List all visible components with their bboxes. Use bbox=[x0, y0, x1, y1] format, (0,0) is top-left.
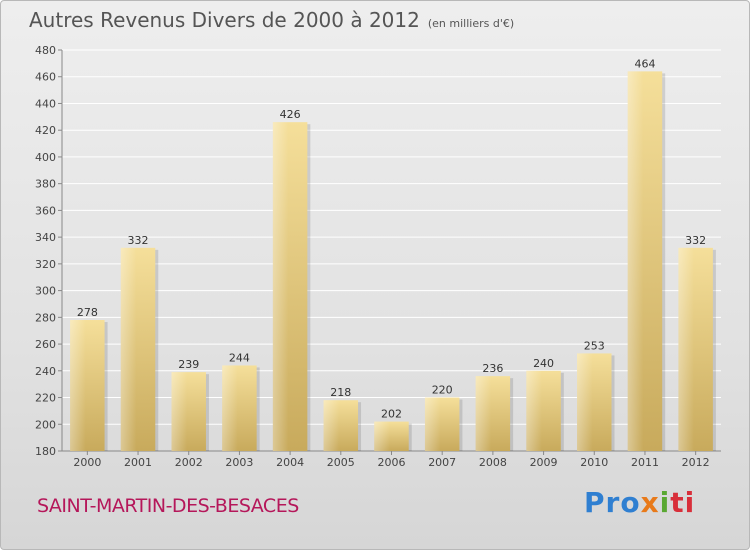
y-tick-label: 440 bbox=[35, 97, 56, 110]
chart-unit: (en milliers d'€) bbox=[427, 17, 515, 30]
data-label: 253 bbox=[584, 339, 605, 352]
y-tick-label: 420 bbox=[35, 124, 56, 137]
x-tick-label: 2005 bbox=[327, 456, 355, 469]
chart-title-text: Autres Revenus Divers de 2000 à 2012 bbox=[29, 8, 420, 32]
y-tick-label: 460 bbox=[35, 71, 56, 84]
bar-highlight bbox=[678, 247, 694, 451]
y-tick-label: 200 bbox=[35, 418, 56, 431]
bar-highlight bbox=[323, 400, 340, 451]
bar-highlight bbox=[171, 372, 188, 451]
bar-highlight bbox=[374, 421, 390, 451]
x-tick-label: 2011 bbox=[631, 456, 659, 469]
data-label: 426 bbox=[280, 108, 301, 121]
logo-part-4: ti bbox=[670, 486, 696, 519]
logo-part-2: x bbox=[640, 486, 660, 519]
x-tick-label: 2006 bbox=[378, 456, 406, 469]
x-tick-label: 2004 bbox=[276, 456, 304, 469]
y-tick-label: 280 bbox=[35, 311, 56, 324]
x-tick-label: 2002 bbox=[175, 456, 203, 469]
bar-highlight bbox=[526, 370, 542, 451]
data-label: 278 bbox=[77, 306, 98, 319]
y-tick-label: 300 bbox=[35, 285, 56, 298]
y-tick-label: 220 bbox=[35, 392, 56, 405]
bar-highlight bbox=[424, 397, 441, 451]
data-label: 332 bbox=[128, 234, 149, 247]
logo-part-1: Pro bbox=[584, 486, 641, 519]
y-tick-label: 240 bbox=[35, 365, 56, 378]
x-tick-label: 2003 bbox=[225, 456, 253, 469]
data-label: 239 bbox=[178, 358, 199, 371]
x-tick-label: 2010 bbox=[580, 456, 608, 469]
y-tick-label: 320 bbox=[35, 258, 56, 271]
bar-highlight bbox=[70, 320, 86, 451]
chart-title: Autres Revenus Divers de 2000 à 2012 (en … bbox=[29, 8, 514, 32]
bar-highlight bbox=[475, 376, 492, 451]
bar-highlight bbox=[577, 353, 593, 451]
bar-highlight bbox=[272, 122, 289, 452]
data-label: 332 bbox=[685, 234, 706, 247]
data-label: 202 bbox=[381, 408, 402, 421]
y-tick-label: 260 bbox=[35, 338, 56, 351]
bar-highlight bbox=[627, 71, 644, 452]
data-label: 236 bbox=[482, 362, 503, 375]
data-label: 240 bbox=[533, 357, 554, 370]
y-tick-label: 180 bbox=[35, 445, 56, 458]
bar-highlight bbox=[222, 365, 238, 451]
y-tick-label: 480 bbox=[35, 44, 56, 57]
logo-part-3: i bbox=[659, 486, 671, 519]
data-label: 244 bbox=[229, 351, 250, 364]
x-tick-label: 2000 bbox=[73, 456, 101, 469]
proxiti-logo: Proxiti bbox=[584, 486, 695, 519]
data-label: 220 bbox=[432, 384, 453, 397]
y-tick-label: 340 bbox=[35, 231, 56, 244]
y-tick-label: 400 bbox=[35, 151, 56, 164]
bar-highlight bbox=[120, 247, 137, 451]
x-tick-label: 2009 bbox=[530, 456, 558, 469]
y-tick-label: 380 bbox=[35, 178, 56, 191]
x-tick-label: 2001 bbox=[124, 456, 152, 469]
data-label: 464 bbox=[634, 57, 655, 70]
commune-name: SAINT-MARTIN-DES-BESACES bbox=[37, 495, 299, 517]
data-label: 218 bbox=[330, 386, 351, 399]
x-tick-label: 2008 bbox=[479, 456, 507, 469]
x-tick-label: 2007 bbox=[428, 456, 456, 469]
y-tick-label: 360 bbox=[35, 204, 56, 217]
x-tick-label: 2012 bbox=[682, 456, 710, 469]
